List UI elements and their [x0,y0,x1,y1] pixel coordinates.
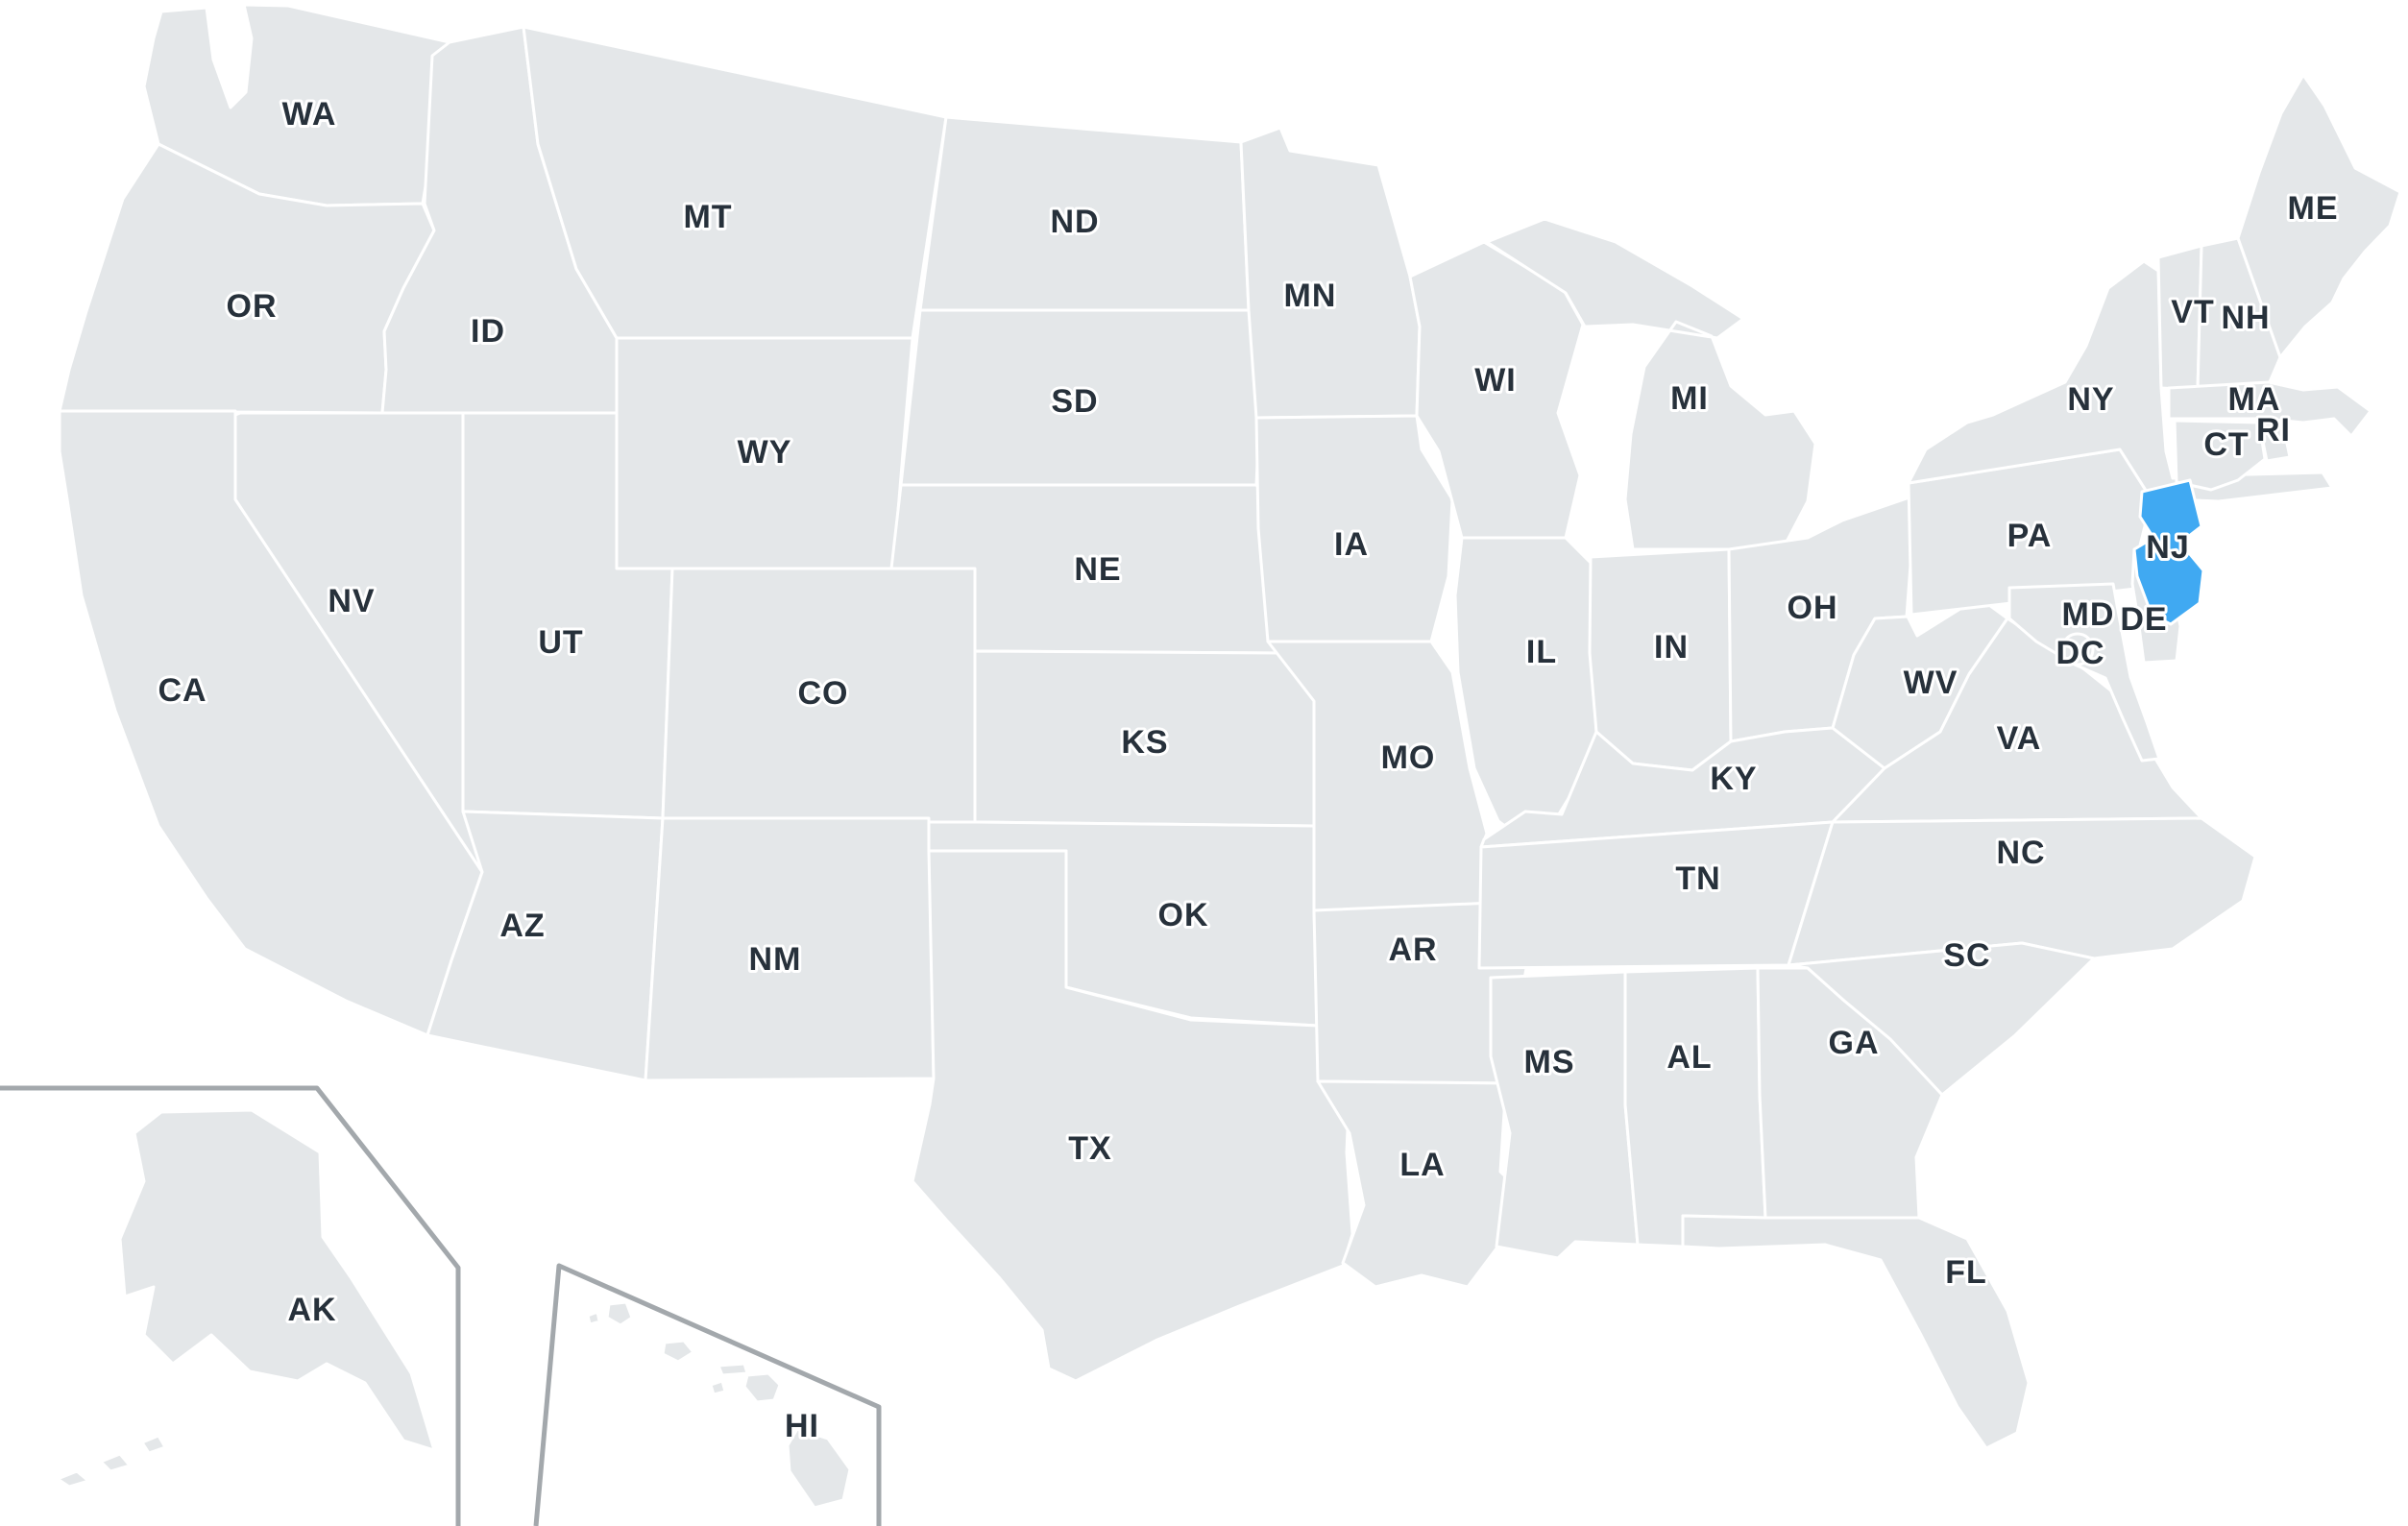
state-shapes [56,3,2402,1510]
state-shape-in[interactable] [1588,547,1733,772]
state-shape-ks[interactable] [973,649,1316,828]
state-shape-ms[interactable] [1489,970,1640,1260]
state-shape-fl[interactable] [1681,1214,2031,1450]
state-shape-tn[interactable] [1477,820,1835,970]
state-shape-al[interactable] [1623,966,1767,1248]
state-shape-mi[interactable] [1485,217,1817,551]
state-shape-me[interactable] [2236,73,2402,359]
state-shape-ri[interactable] [2257,419,2292,463]
state-shape-nh[interactable] [2196,236,2282,392]
state-shape-wy[interactable] [615,336,914,570]
state-shape-ma[interactable] [2167,380,2372,438]
state-shape-tx[interactable] [911,849,1354,1383]
alaska-inset-border [0,1085,461,1526]
state-shape-nm[interactable] [644,816,936,1082]
state-shape-co[interactable] [661,567,977,824]
state-shape-nd[interactable] [918,115,1251,312]
state-shape-sc[interactable] [1787,941,2096,1097]
state-shape-vt[interactable] [2156,244,2203,392]
state-shape-mn[interactable] [1239,126,1422,420]
state-shape-wa[interactable] [142,3,451,207]
state-shape-sd[interactable] [899,308,1265,487]
state-shape-ak[interactable] [56,1108,436,1489]
state-shape-nj[interactable] [2132,478,2205,626]
hawaii-inset-border [533,1263,882,1526]
state-shape-ia[interactable] [1254,414,1454,643]
inset-borders [0,1085,882,1526]
state-shape-md[interactable] [2007,582,2161,763]
state-shape-dc[interactable] [2060,632,2095,666]
state-shape-hi[interactable] [586,1300,852,1510]
